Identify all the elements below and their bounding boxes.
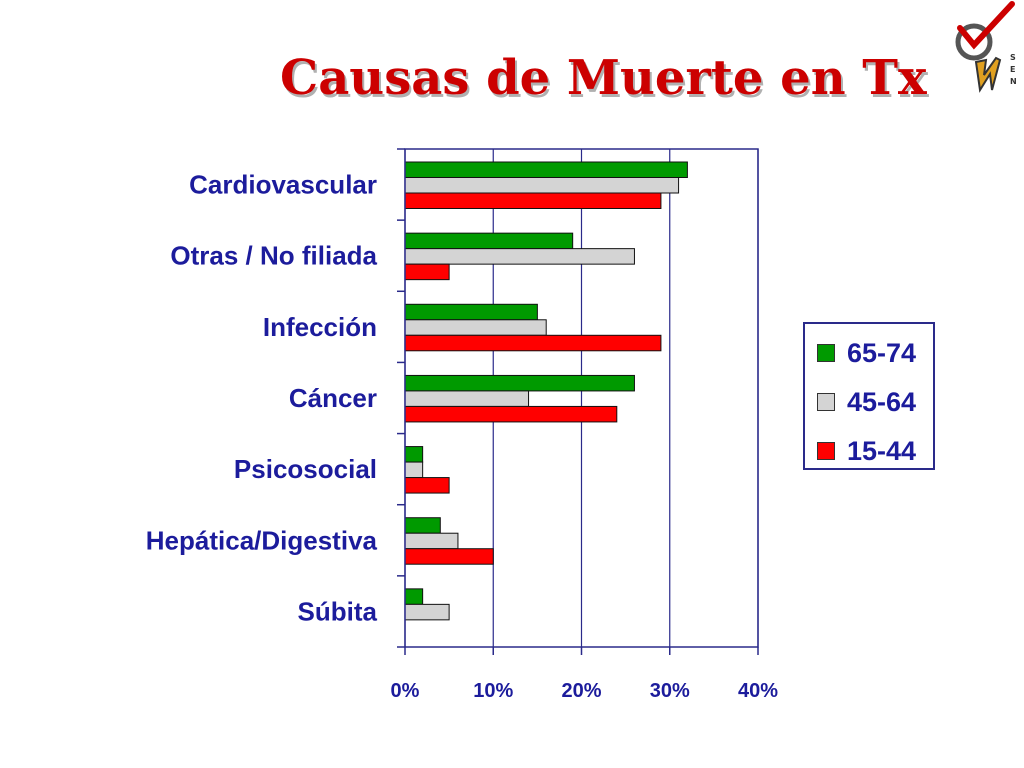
legend-item: 45-64 [817,387,916,417]
slide-title: Causas de Muerte en Tx [280,50,927,106]
bar [404,390,530,407]
bar [404,517,441,534]
chart-legend: 65-74 45-64 15-44 [803,322,935,470]
bar [404,374,635,392]
x-tick-label: 20% [561,680,601,702]
bar [404,477,450,494]
legend-swatch [817,344,835,362]
bar [404,303,538,321]
category-label: Cardiovascular [189,170,377,200]
category-label: Súbita [298,596,378,626]
bar [404,588,424,605]
bar [404,177,680,194]
x-tick-label: 10% [473,680,513,702]
category-label: Cáncer [289,383,377,413]
bar [404,319,547,336]
plot-border [404,148,759,648]
bar [404,334,662,352]
legend-item: 15-44 [817,436,916,466]
category-label: Otras / No filiada [170,241,377,271]
category-label: Hepática/Digestiva [146,525,378,555]
legend-label: 65-74 [847,337,917,368]
bar [404,263,450,281]
sen-logo-icon [955,1,1015,93]
bar [404,548,494,565]
bar [404,161,688,178]
bar [404,248,635,265]
logo-letters: S E N [1010,53,1017,86]
x-tick-label: 30% [650,680,690,702]
bar [404,603,450,621]
bar [404,532,459,550]
legend-swatch [817,442,835,460]
x-tick-label: 0% [391,680,420,702]
bar [404,446,424,463]
x-tick-label: 40% [738,680,778,702]
bar [404,192,662,209]
legend-swatch [817,393,835,411]
category-label: Psicosocial [234,454,377,484]
bar [404,232,574,250]
bar [404,461,424,479]
bar [404,405,618,423]
category-label: Infección [263,312,377,342]
legend-label: 15-44 [847,435,917,466]
legend-label: 45-64 [847,386,917,417]
legend-item: 65-74 [817,338,916,368]
